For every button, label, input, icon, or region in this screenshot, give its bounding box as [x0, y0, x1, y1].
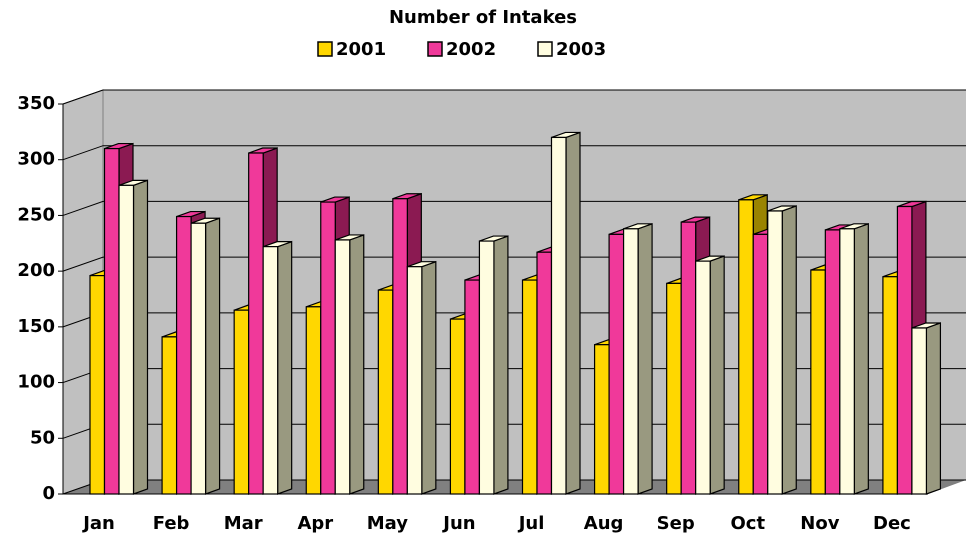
bar: [478, 235, 509, 495]
bar-front: [161, 336, 178, 495]
y-tick-label: 150: [17, 316, 55, 337]
x-tick-label: Dec: [873, 513, 911, 534]
bar-side: [421, 260, 437, 495]
bar-front: [839, 228, 855, 495]
bar-front: [103, 147, 120, 495]
bar-side: [637, 222, 653, 495]
bar-front: [767, 210, 783, 495]
bar-front: [248, 152, 264, 495]
bar: [190, 217, 221, 495]
x-tick-label: Jul: [517, 513, 545, 534]
bar-side: [349, 234, 365, 495]
x-tick-label: Feb: [153, 513, 190, 534]
bar-front: [882, 276, 899, 495]
bar-front: [406, 266, 423, 495]
y-tick-label: 250: [17, 204, 55, 225]
x-tick-label: Nov: [800, 513, 839, 534]
bar-front: [449, 318, 466, 495]
bar-front: [478, 240, 495, 495]
bar-front: [536, 251, 553, 495]
grid-line: [62, 256, 966, 272]
bar: [262, 240, 293, 495]
legend-swatch: [427, 41, 443, 57]
bar-front: [896, 205, 913, 495]
bar-front: [695, 260, 711, 495]
y-tick-label: 0: [42, 483, 55, 504]
x-tick-label: May: [367, 513, 409, 534]
bar-front: [666, 282, 682, 495]
x-tick-label: Apr: [297, 513, 333, 534]
bar-front: [392, 198, 408, 495]
y-tick-label: 350: [17, 93, 55, 114]
x-tick-label: Mar: [224, 513, 263, 534]
x-tick-label: Oct: [731, 513, 766, 534]
bar-front: [550, 136, 567, 495]
chart-title: Number of Intakes: [389, 7, 577, 28]
grid-line: [62, 89, 966, 105]
bar: [550, 131, 581, 495]
bar-front: [89, 275, 106, 495]
bar-front: [334, 239, 351, 495]
bar-side: [925, 322, 942, 495]
bar-front: [175, 215, 192, 495]
bar-side: [204, 217, 221, 495]
bar-side: [493, 235, 509, 495]
legend-label: 2002: [446, 39, 496, 60]
bar-front: [305, 306, 322, 495]
bar-side: [709, 255, 725, 495]
bar-front: [262, 246, 279, 495]
bar-front: [680, 221, 697, 495]
bar-front: [521, 279, 538, 495]
x-tick-label: Jun: [441, 513, 475, 534]
bar-side: [132, 179, 149, 495]
bar-side: [565, 131, 581, 495]
bar-side: [781, 205, 797, 495]
bar: [622, 222, 653, 495]
bar-front: [593, 344, 610, 495]
bar: [406, 260, 437, 495]
grid-line: [62, 145, 966, 161]
legend-swatch: [537, 41, 553, 57]
bar: [767, 205, 797, 495]
bar-front: [738, 199, 754, 495]
x-tick-label: Jan: [81, 513, 115, 534]
bar-front: [622, 228, 639, 495]
bar: [839, 222, 869, 495]
bar-front: [608, 233, 625, 495]
bar-side: [277, 240, 293, 495]
grid-line: [62, 200, 966, 216]
bar-front: [320, 201, 336, 495]
bar-side: [853, 222, 869, 495]
y-tick-label: 50: [30, 427, 55, 448]
x-tick-label: Sep: [657, 513, 695, 534]
bar-front: [233, 309, 250, 495]
bar-front: [190, 222, 207, 495]
y-tick-label: 200: [17, 260, 55, 281]
bar-front: [118, 184, 135, 495]
bar-front: [464, 279, 481, 495]
bar-front: [752, 233, 769, 495]
bar: [334, 234, 365, 495]
legend-label: 2003: [556, 39, 606, 60]
y-tick-label: 300: [17, 149, 55, 170]
bar-front: [810, 269, 826, 495]
bar: [695, 255, 725, 495]
bar-front: [377, 289, 394, 495]
bar-front: [911, 327, 928, 495]
legend-label: 2001: [336, 39, 386, 60]
bar: [911, 322, 942, 495]
x-tick-label: Aug: [584, 513, 624, 534]
y-tick-label: 100: [17, 372, 55, 393]
bar: [118, 179, 149, 495]
legend-swatch: [317, 41, 333, 57]
bar-front: [824, 229, 841, 495]
